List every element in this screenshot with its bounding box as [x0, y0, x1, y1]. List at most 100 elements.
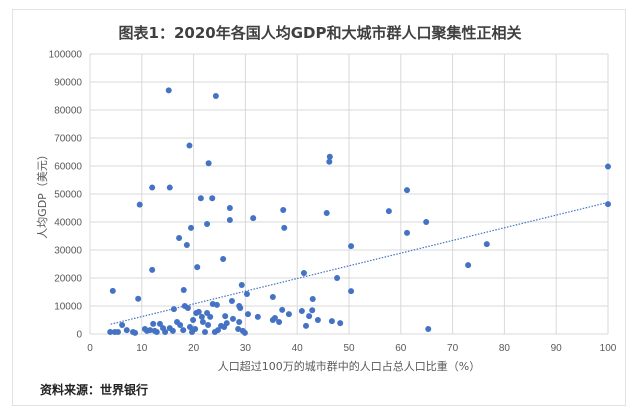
data-point	[237, 304, 244, 311]
trendline	[110, 201, 609, 325]
data-point	[205, 322, 212, 329]
x-tick-label: 30	[240, 343, 252, 354]
x-tick-label: 50	[343, 343, 355, 354]
y-tick-label: 70000	[54, 134, 82, 145]
source-note: 资料来源：世界银行	[40, 383, 149, 397]
data-point	[204, 220, 211, 227]
data-point	[153, 329, 160, 336]
data-point	[207, 313, 214, 320]
data-point	[123, 327, 130, 334]
data-point	[184, 304, 191, 311]
data-point	[243, 290, 250, 297]
y-tick-label: 10000	[54, 302, 82, 313]
data-point	[143, 327, 150, 334]
data-point	[328, 318, 335, 325]
y-tick-label: 80000	[54, 106, 82, 117]
data-point	[314, 317, 321, 323]
data-point	[326, 158, 333, 165]
data-point	[186, 142, 193, 149]
data-point	[149, 184, 156, 191]
data-point	[285, 311, 292, 318]
data-point	[404, 187, 411, 194]
data-point	[183, 241, 190, 248]
data-point	[323, 210, 330, 217]
data-point	[334, 275, 341, 281]
data-point	[170, 306, 177, 313]
data-point	[244, 311, 251, 318]
data-point	[279, 306, 286, 313]
data-point	[605, 163, 611, 170]
data-point	[423, 219, 430, 225]
data-point	[107, 329, 114, 336]
data-point	[298, 308, 305, 315]
y-tick-label: 100000	[49, 50, 83, 61]
data-point	[271, 315, 278, 322]
data-point	[303, 322, 310, 329]
data-point	[250, 215, 257, 222]
x-tick-label: 20	[188, 343, 200, 354]
x-tick-label: 40	[292, 343, 304, 354]
data-point	[281, 224, 288, 231]
data-point	[109, 287, 116, 294]
data-point	[197, 195, 204, 202]
data-point	[269, 294, 276, 301]
data-point	[236, 318, 243, 325]
chart-title: 图表1：2020年各国人均GDP和大城市群人口聚集性正相关	[118, 24, 522, 42]
data-point	[189, 329, 196, 336]
data-point	[205, 160, 212, 167]
y-tick-label: 30000	[54, 246, 82, 257]
data-point	[241, 329, 248, 336]
data-point	[135, 295, 142, 302]
data-point	[222, 313, 229, 320]
data-point	[226, 205, 233, 211]
data-point	[300, 269, 307, 276]
data-point	[326, 153, 333, 160]
data-point	[337, 320, 344, 327]
data-point	[114, 329, 121, 336]
data-point	[309, 296, 316, 302]
data-point	[198, 313, 205, 320]
data-point	[238, 282, 245, 288]
data-point	[188, 224, 195, 231]
data-point	[136, 201, 143, 208]
data-point	[176, 234, 183, 241]
data-point	[166, 184, 173, 191]
x-tick-label: 80	[499, 343, 511, 354]
y-tick-label: 40000	[54, 218, 82, 229]
data-point	[150, 320, 157, 327]
data-point	[404, 229, 411, 236]
data-point	[425, 325, 432, 332]
data-point	[483, 241, 490, 248]
data-point	[235, 325, 242, 332]
data-point	[348, 288, 355, 295]
y-axis-label: 人均GDP（美元）	[36, 149, 49, 239]
data-point	[276, 318, 283, 325]
data-point	[177, 322, 184, 329]
data-point	[156, 320, 163, 327]
data-point	[254, 313, 261, 320]
y-tick-label: 90000	[54, 78, 82, 89]
data-point	[465, 262, 472, 269]
data-point	[228, 297, 235, 304]
data-point	[132, 329, 139, 336]
data-point	[186, 324, 193, 330]
data-point	[201, 329, 208, 336]
data-point	[309, 307, 316, 314]
x-tick-label: 70	[447, 343, 459, 354]
data-point	[119, 322, 126, 329]
data-point	[226, 217, 233, 224]
data-point	[195, 308, 202, 315]
x-tick-label: 10	[136, 343, 148, 354]
x-tick-label: 90	[551, 343, 563, 354]
data-point	[209, 195, 216, 202]
y-tick-label: 50000	[54, 190, 82, 201]
y-tick-label: 20000	[54, 274, 82, 285]
data-point	[213, 301, 220, 308]
chart-frame	[12, 9, 626, 406]
data-point	[162, 329, 169, 336]
data-point	[169, 327, 176, 334]
data-point	[385, 208, 392, 215]
x-tick-label: 60	[395, 343, 407, 354]
x-tick-label: 100	[600, 343, 617, 354]
